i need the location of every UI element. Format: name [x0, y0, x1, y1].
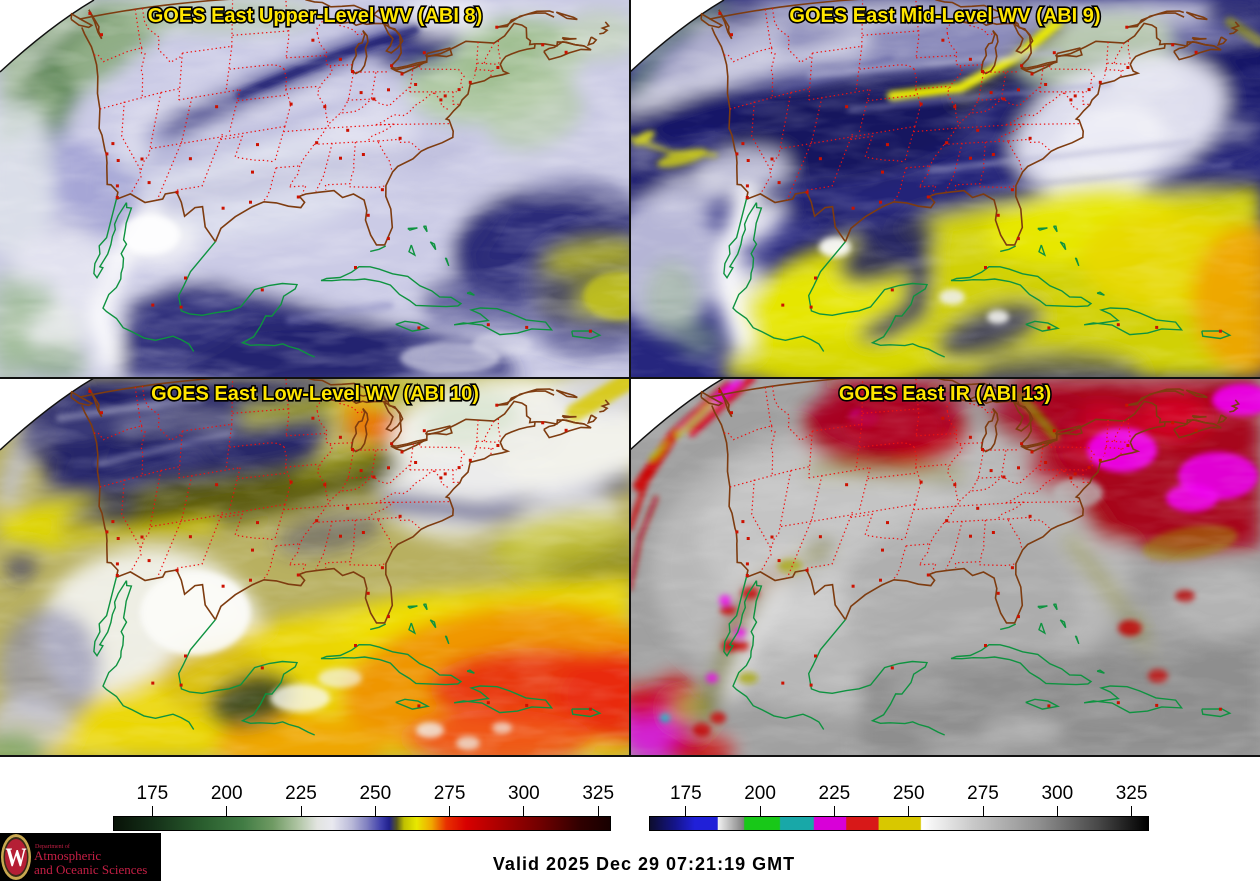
svg-text:Atmospheric: Atmospheric — [34, 848, 101, 863]
svg-text:Department of: Department of — [35, 843, 70, 850]
svg-text:GOES East IR (ABI 13): GOES East IR (ABI 13) — [839, 383, 1051, 405]
svg-text:and Oceanic Sciences: and Oceanic Sciences — [34, 862, 147, 877]
svg-text:GOES East Low-Level WV (ABI 10: GOES East Low-Level WV (ABI 10) — [151, 383, 479, 405]
svg-text:W: W — [5, 844, 27, 872]
svg-text:GOES East Upper-Level WV (ABI: GOES East Upper-Level WV (ABI 8) — [148, 5, 483, 27]
svg-text:GOES East Mid-Level WV (ABI 9): GOES East Mid-Level WV (ABI 9) — [789, 5, 1100, 27]
